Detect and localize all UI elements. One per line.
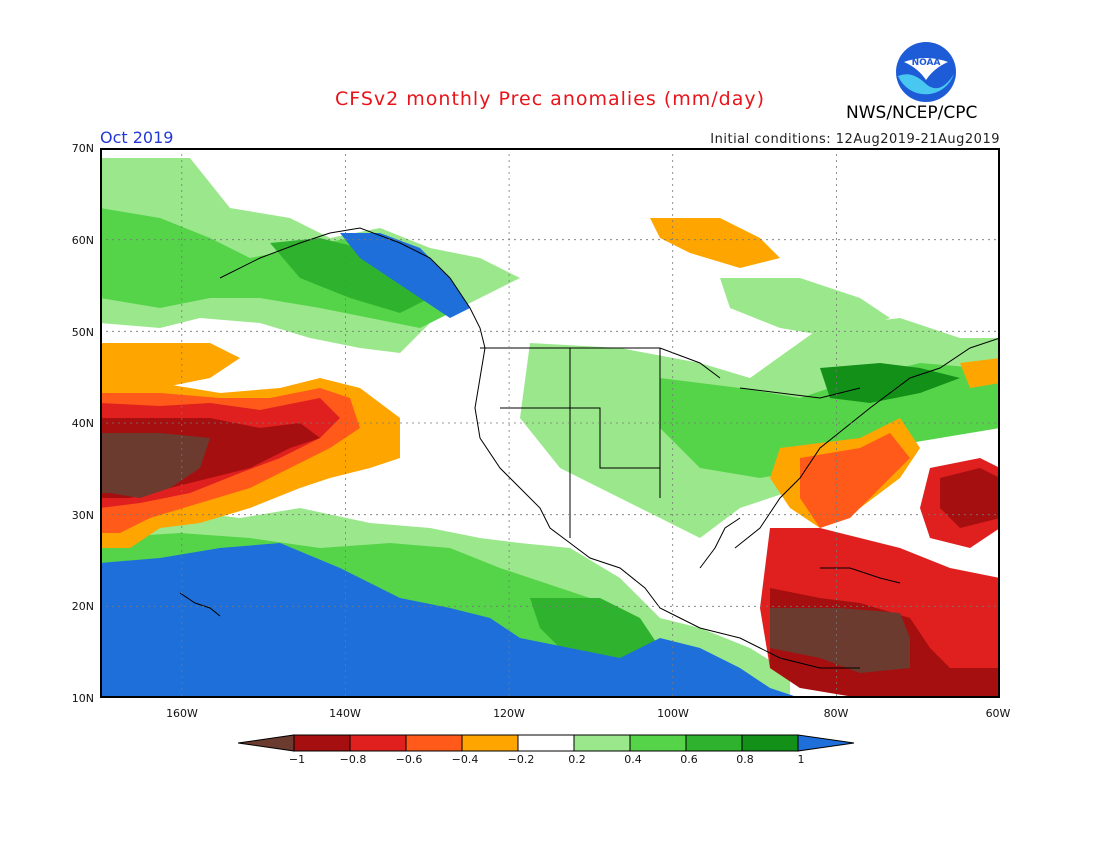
colorbar-cell: [741, 734, 799, 752]
colorbar-label: 0.6: [680, 753, 698, 766]
colorbar-cell: [405, 734, 463, 752]
colorbar-label: 0.2: [568, 753, 586, 766]
colorbar-cell: [517, 734, 575, 752]
colorbar-arrow-high: [797, 734, 855, 752]
lat-label-30n: 30N: [71, 509, 94, 522]
colorbar-label: −0.6: [395, 753, 423, 766]
colorbar-label: 1: [797, 753, 805, 766]
map-frame: [100, 148, 1000, 698]
colorbar-label: −0.2: [507, 753, 535, 766]
lat-label-20n: 20N: [71, 600, 94, 613]
lat-label-50n: 50N: [71, 326, 94, 339]
colorbar-label: 0.4: [624, 753, 642, 766]
lat-label-10n: 10N: [71, 692, 94, 705]
dry-anomaly-pacific: [100, 343, 400, 548]
noaa-logo: NOAA: [896, 42, 956, 102]
coastlines: [179, 227, 1000, 669]
colorbar-cell: [629, 734, 687, 752]
colorbar-cell: [293, 734, 351, 752]
lat-label-40n: 40N: [71, 417, 94, 430]
colorbar-label: −1: [288, 753, 306, 766]
colorbar-cell: [685, 734, 743, 752]
colorbar-label: −0.8: [339, 753, 367, 766]
colorbar-arrow-low: [238, 734, 295, 752]
lon-label-100w: 100W: [657, 707, 689, 720]
initial-conditions: Initial conditions: 12Aug2019-21Aug2019: [710, 132, 1000, 147]
lon-label-80w: 80W: [823, 707, 849, 720]
forecast-month: Oct 2019: [100, 128, 174, 147]
strong-wet-anomaly: [100, 233, 800, 698]
lat-label-60n: 60N: [71, 234, 94, 247]
colorbar-cell: [461, 734, 519, 752]
graticule: [100, 148, 1000, 698]
dry-anomaly-caribbean: [650, 218, 1000, 698]
svg-text:NOAA: NOAA: [912, 58, 941, 68]
lon-label-160w: 160W: [166, 707, 198, 720]
lon-label-120w: 120W: [493, 707, 525, 720]
precip-anomaly-map: [100, 148, 1000, 698]
colorbar-label: 0.8: [736, 753, 754, 766]
colorbar-cell: [573, 734, 631, 752]
lon-label-60w: 60W: [985, 707, 1011, 720]
colorbar-label: −0.4: [451, 753, 479, 766]
chart-title: CFSv2 monthly Prec anomalies (mm/day): [334, 88, 766, 110]
lon-label-140w: 140W: [329, 707, 361, 720]
colorbar-cell: [349, 734, 407, 752]
lat-label-70n: 70N: [71, 142, 94, 155]
colorbar: [238, 734, 855, 752]
agency-label: NWS/NCEP/CPC: [846, 103, 978, 123]
